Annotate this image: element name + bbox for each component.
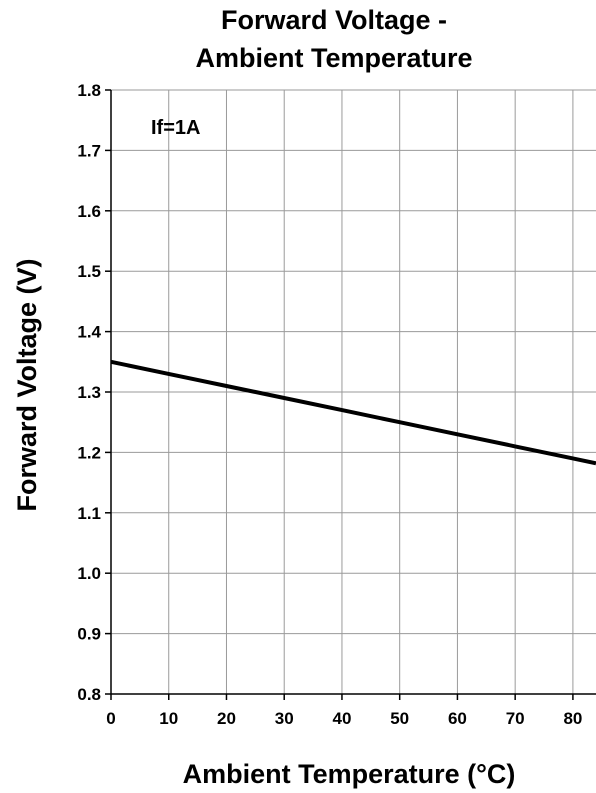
x-tick-label-1: 10 <box>159 709 178 728</box>
x-tick-label-2: 20 <box>217 709 236 728</box>
x-tick-label-3: 30 <box>275 709 294 728</box>
y-tick-label-6: 1.4 <box>77 323 101 342</box>
tick-labels: 0.8 0.9 1.0 1.1 1.2 1.3 1.4 1.5 1.6 1.7 1.8 0 10 20 30… <box>77 81 582 728</box>
y-tick-label-4: 1.2 <box>77 443 101 462</box>
x-tick-label-5: 50 <box>390 709 409 728</box>
x-tick-label-8: 80 <box>563 709 582 728</box>
y-tick-label-9: 1.7 <box>77 141 101 160</box>
y-tick-label-10: 1.8 <box>77 81 101 100</box>
chart-title-line-2: Ambient Temperature <box>195 43 472 73</box>
x-tick-label-4: 40 <box>332 709 351 728</box>
x-axis-label: Ambient Temperature (°C) <box>183 759 516 789</box>
y-tick-label-5: 1.3 <box>77 383 101 402</box>
series-line-0 <box>110 359 596 466</box>
x-tick-label-0: 0 <box>106 709 115 728</box>
axes <box>105 89 596 700</box>
y-tick-label-3: 1.1 <box>77 504 101 523</box>
grid <box>111 89 596 694</box>
x-tick-label-6: 60 <box>448 709 467 728</box>
annotation-if: If=1A <box>151 117 200 139</box>
y-tick-label-1: 0.9 <box>77 625 101 644</box>
y-tick-label-2: 1.0 <box>77 564 101 583</box>
y-tick-label-7: 1.5 <box>77 262 101 281</box>
chart-title-line-1: Forward Voltage - <box>221 5 447 35</box>
y-axis-label: Forward Voltage (V) <box>12 258 42 511</box>
series <box>110 359 596 466</box>
x-tick-label-7: 70 <box>506 709 525 728</box>
y-tick-label-0: 0.8 <box>77 685 101 704</box>
y-tick-label-8: 1.6 <box>77 202 101 221</box>
